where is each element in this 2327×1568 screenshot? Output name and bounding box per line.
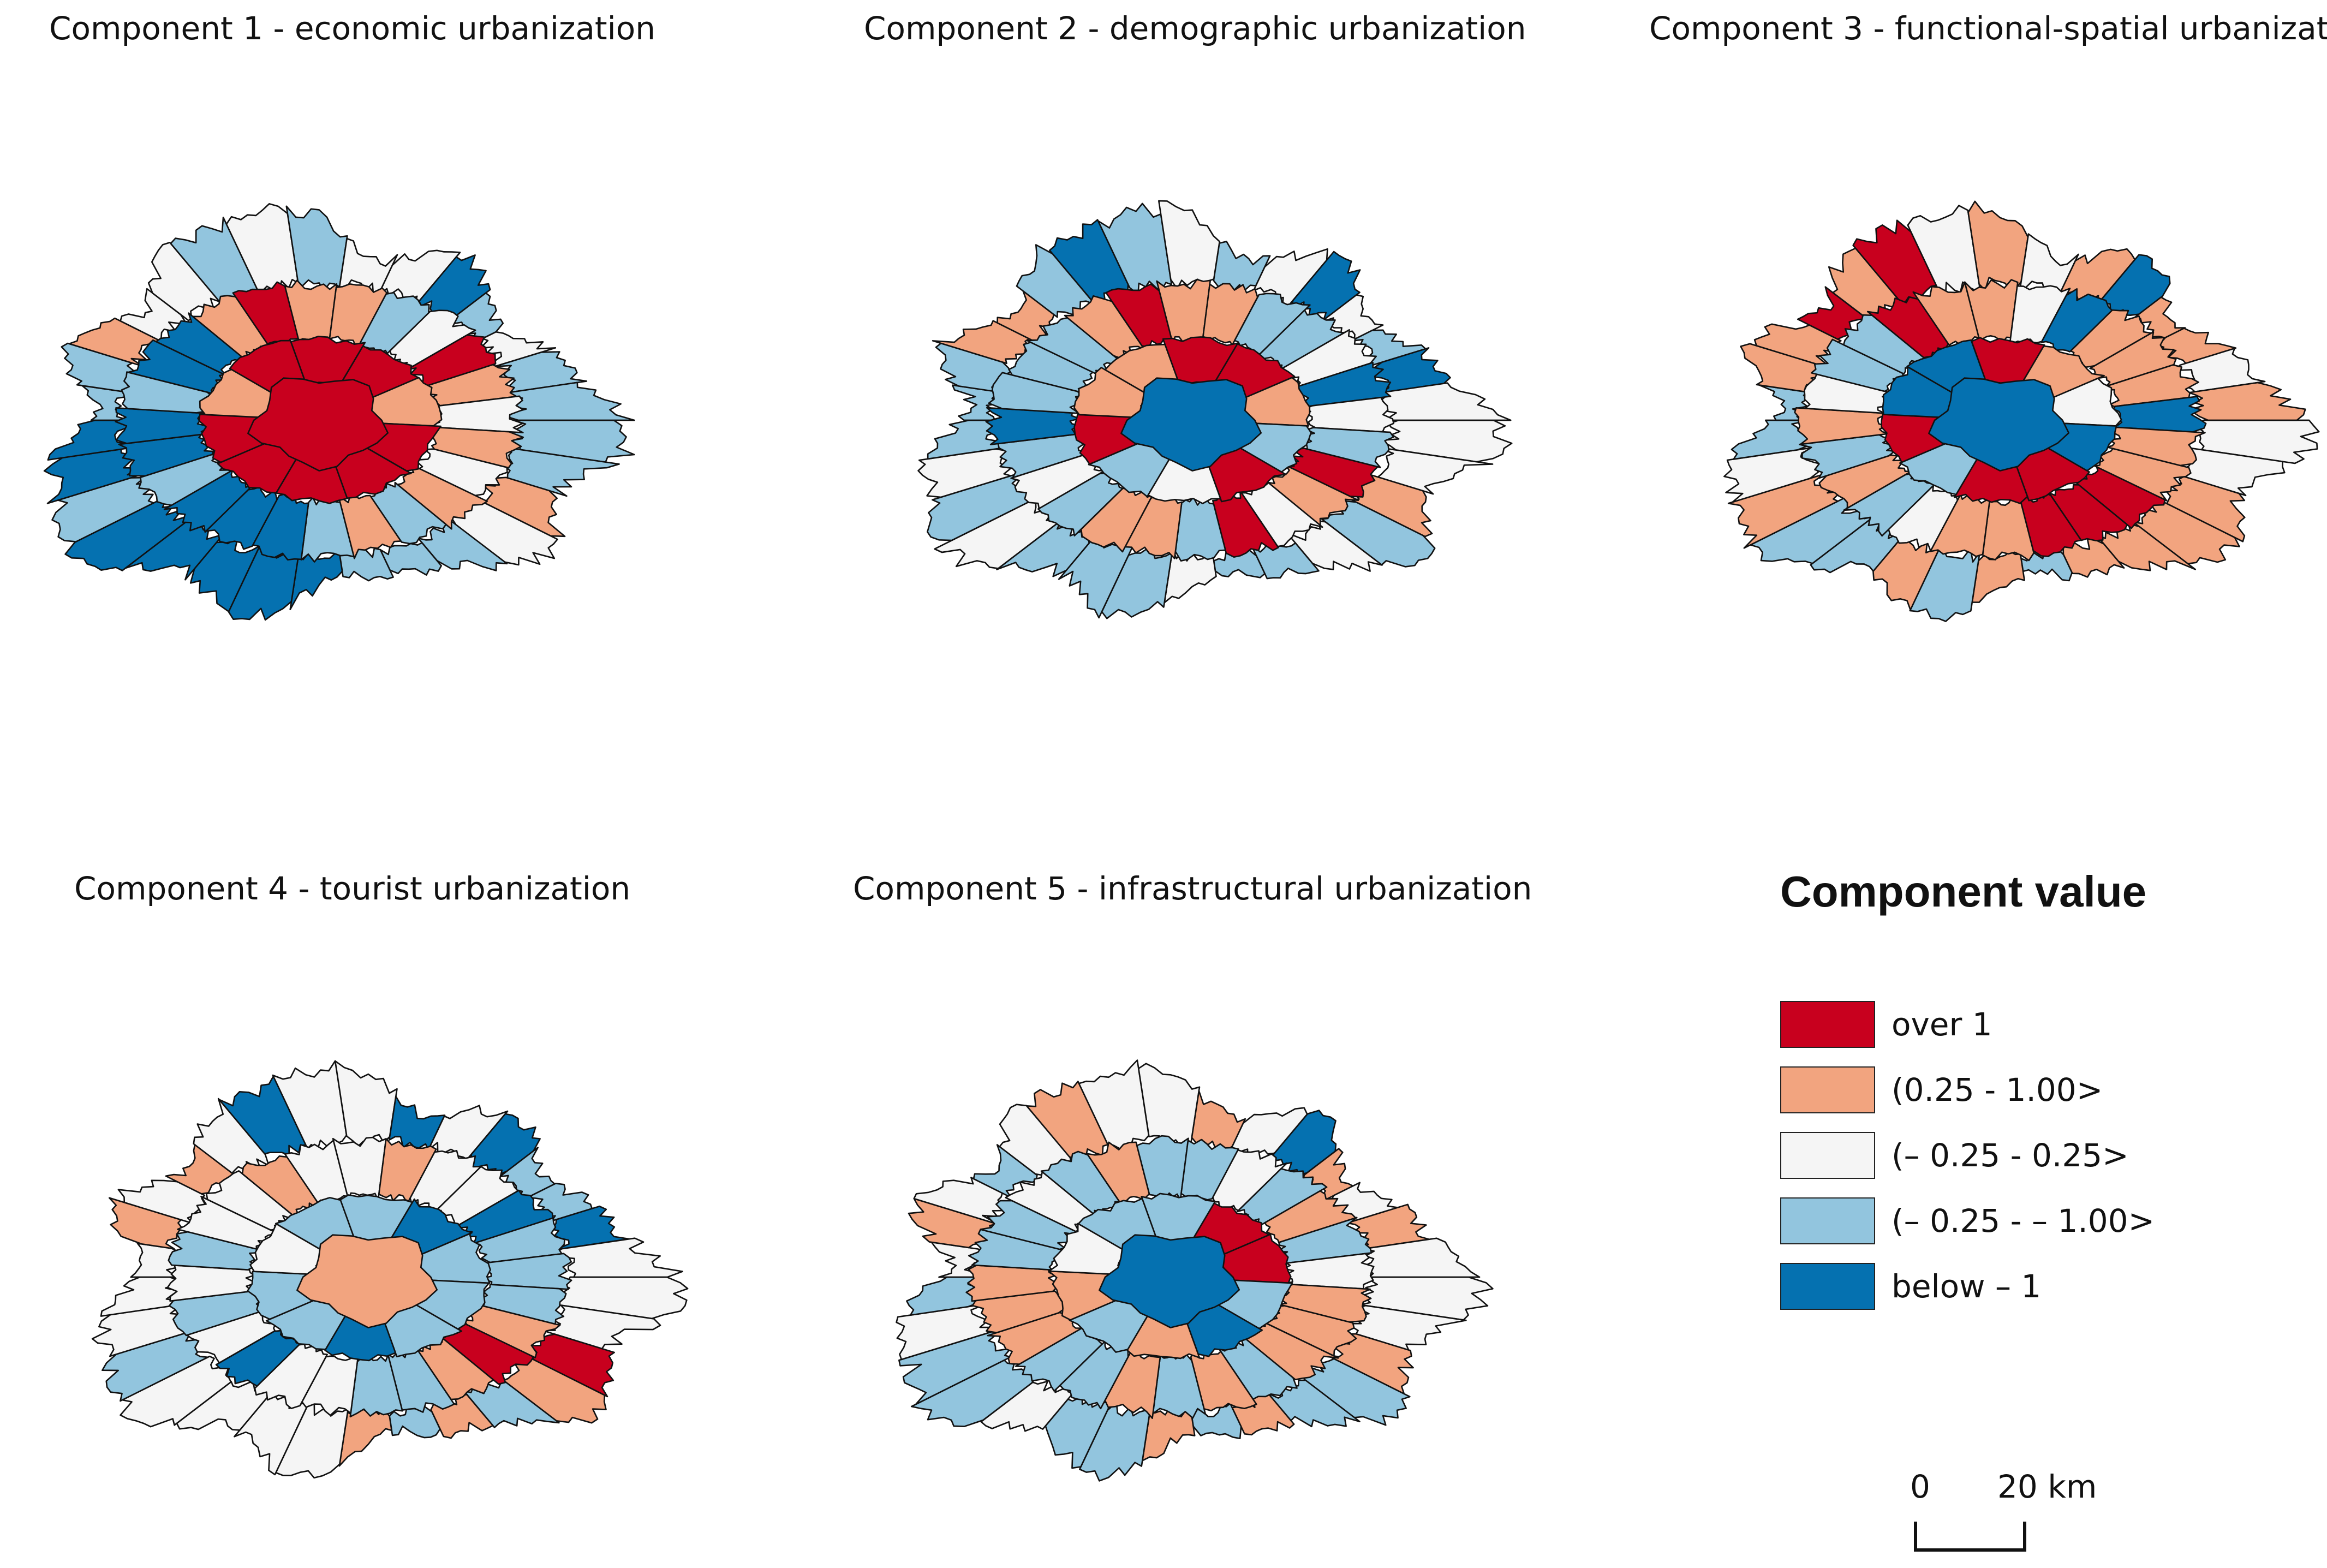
region-middle: [1818, 454, 1912, 509]
legend-title: Component value: [1780, 867, 2147, 916]
region-city-center: [296, 1234, 438, 1328]
region-city-center: [1120, 377, 1262, 472]
choropleth-map-component-1: [43, 203, 635, 621]
region-outer: [503, 381, 635, 421]
region-outer: [193, 1098, 270, 1174]
legend-item-neutral: (– 0.25 - 0.25>: [1780, 1131, 2129, 1180]
choropleth-map-component-5: [896, 1059, 1494, 1482]
map-title-component-2: Component 2 - demographic urbanization: [864, 10, 1526, 47]
region-middle: [1305, 427, 1394, 468]
region-middle: [252, 493, 309, 561]
choropleth-map-component-4: [91, 1060, 689, 1479]
region-middle: [1212, 490, 1279, 558]
legend-item-low-positive: (0.25 - 1.00>: [1780, 1065, 2103, 1114]
choropleth-map-component-2: [917, 200, 1513, 619]
region-outer: [972, 1144, 1038, 1199]
scale-bar-line: [1914, 1522, 2026, 1552]
region-city-center: [1928, 377, 2070, 472]
legend-item-over-1: over 1: [1780, 1000, 1992, 1049]
legend-label: over 1: [1892, 1006, 1992, 1043]
legend-swatch: [1780, 1197, 1875, 1244]
map-title-component-4: Component 4 - tourist urbanization: [74, 870, 631, 907]
legend-label: (0.25 - 1.00>: [1892, 1071, 2103, 1108]
legend-swatch: [1780, 1132, 1875, 1179]
legend-item-below-1: below – 1: [1780, 1262, 2041, 1311]
region-city-center: [247, 377, 389, 472]
legend-label: (– 0.25 - 0.25>: [1892, 1137, 2129, 1174]
scale-bar-start-label: 0: [1910, 1468, 1930, 1505]
map-title-component-1: Component 1 - economic urbanization: [49, 10, 656, 47]
legend-swatch: [1780, 1263, 1875, 1310]
map-title-component-5: Component 5 - infrastructural urbanizati…: [853, 870, 1532, 907]
region-middle: [1190, 1350, 1257, 1411]
region-outer: [1971, 550, 2025, 603]
scale-bar-end-label: 20 km: [1997, 1468, 2097, 1505]
legend-label: below – 1: [1892, 1268, 2042, 1305]
scale-bar: 0 20 km: [1910, 1468, 2097, 1561]
region-outer: [1097, 202, 1173, 295]
region-middle: [2103, 364, 2199, 408]
region-middle: [2040, 288, 2113, 353]
region-outer: [930, 1241, 985, 1278]
legend-item-low-negative: (– 0.25 - – 1.00>: [1780, 1196, 2155, 1245]
legend-swatch: [1780, 1066, 1875, 1113]
region-city-center: [1099, 1234, 1240, 1328]
choropleth-map-component-3: [1723, 200, 2320, 622]
legend-label: (– 0.25 - – 1.00>: [1892, 1202, 2155, 1239]
region-outer: [1302, 1358, 1411, 1426]
region-outer: [2188, 381, 2306, 421]
map-title-component-3: Component 3 - functional-spatial urbaniz…: [1649, 10, 2327, 47]
region-outer: [120, 1355, 232, 1428]
legend-swatch: [1780, 1001, 1875, 1048]
